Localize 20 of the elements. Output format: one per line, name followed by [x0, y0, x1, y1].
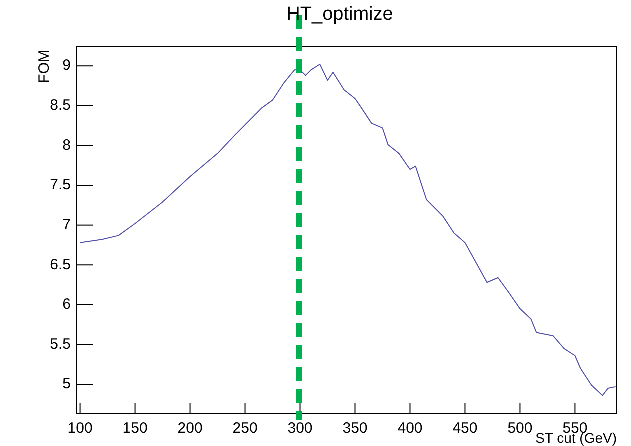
y-tick-label: 7.5: [50, 176, 71, 194]
y-tick-label: 6: [62, 296, 71, 314]
y-tick-label: 9: [62, 57, 71, 74]
x-tick-label: 250: [232, 420, 258, 438]
y-tick-label: 5: [62, 376, 71, 393]
x-tick-label: 450: [452, 420, 478, 438]
x-tick-label: 100: [68, 420, 93, 438]
y-tick-label: 8.5: [50, 97, 71, 114]
y-tick-label: 7: [62, 216, 71, 234]
x-tick-label: 350: [342, 420, 368, 438]
x-tick-label: 400: [398, 420, 423, 438]
y-tick-label: 5.5: [50, 336, 71, 353]
y-tick-label: 6.5: [50, 256, 71, 274]
chart-title: HT_optimize: [286, 4, 394, 26]
x-tick-label: 200: [178, 420, 203, 438]
x-tick-label: 500: [508, 420, 533, 438]
y-axis-title: FOM: [36, 50, 53, 84]
x-tick-label: 300: [288, 420, 313, 438]
y-tick-label: 8: [62, 136, 71, 154]
x-tick-label: 150: [122, 420, 148, 438]
